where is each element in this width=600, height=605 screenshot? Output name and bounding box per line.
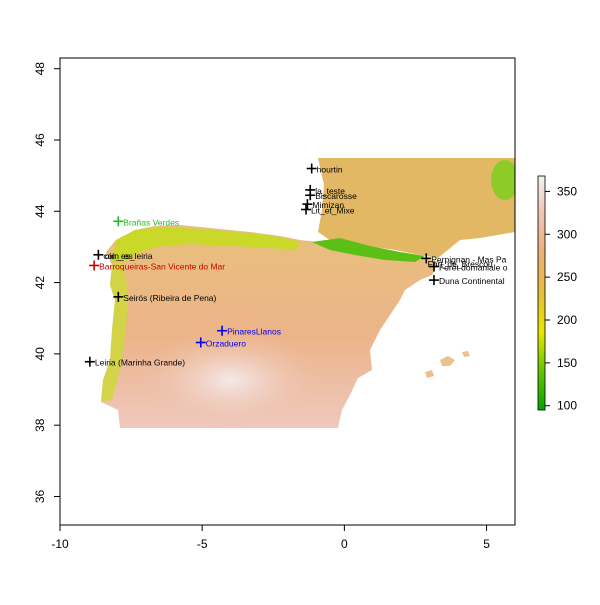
site-label: Perpignan - Mas Pa	[431, 254, 506, 264]
y-tick-label: 40	[33, 347, 47, 361]
pyrenees	[312, 238, 425, 262]
site-marker	[428, 261, 439, 272]
color-legend: 100 150 200 250 300 350	[537, 175, 577, 413]
legend-tick-label: 250	[557, 270, 577, 284]
site-marker	[421, 253, 432, 264]
site-label: Barroqueiras-San Vicente do Mar	[99, 261, 225, 271]
site-label: Leiria (Marinha Grande)	[95, 358, 185, 368]
y-tick-label: 46	[33, 133, 47, 147]
legend-tick-label: 200	[557, 313, 577, 327]
x-tick-label: 5	[483, 537, 490, 551]
site-marker	[306, 163, 317, 174]
site-marker	[428, 275, 439, 286]
x-axis: -10 -5 0 5	[51, 524, 490, 551]
legend-tick-label: 150	[557, 356, 577, 370]
y-tick-label: 48	[33, 62, 47, 76]
site-label: Lit_et_Mixe	[311, 206, 355, 216]
site-marker	[89, 260, 100, 271]
site-label: Orzaduero	[206, 338, 246, 348]
x-tick-label: -5	[197, 537, 208, 551]
meseta-highlight	[140, 330, 320, 430]
balearic-islands	[425, 351, 470, 378]
location-markers: hourtin la_testeBiscarosseMimizanLit_et_M…	[84, 163, 508, 368]
y-axis: 36 38 40 42 44 46 48	[33, 62, 61, 503]
france-land	[318, 158, 515, 258]
y-tick-label: 44	[33, 204, 47, 218]
site-label: Seirós (Ribeira de Pena)	[123, 293, 216, 303]
site-marker	[195, 337, 206, 348]
site-marker	[113, 216, 124, 227]
site-marker	[217, 325, 228, 336]
site-label-overlap: oin_es_leiria	[105, 251, 153, 261]
massif-central	[491, 160, 515, 200]
legend-tick-label: 300	[557, 227, 577, 241]
site-marker	[305, 190, 316, 201]
x-tick-label: -10	[51, 537, 69, 551]
legend-tick-label: 100	[557, 399, 577, 413]
site-marker	[84, 356, 95, 367]
legend-tick-label: 350	[557, 184, 577, 198]
site-label: hourtin	[317, 165, 343, 175]
site-marker	[300, 204, 311, 215]
site-label: Forêt domaniale o	[439, 263, 508, 273]
site-label: Biscarosse	[315, 191, 357, 201]
site-label: Mimizan	[312, 200, 344, 210]
site-label: coin_es	[103, 251, 132, 261]
site-marker	[302, 199, 313, 210]
elevation-raster	[101, 158, 515, 430]
site-label: PinaresLlanos	[227, 327, 281, 337]
cantabrian-band	[112, 227, 300, 262]
y-tick-label: 42	[33, 276, 47, 290]
site-label-overlap: Fort_de_Brescou	[428, 259, 493, 269]
site-marker	[113, 291, 124, 302]
x-tick-label: 0	[341, 537, 348, 551]
site-label: la_teste	[315, 186, 345, 196]
site-label: Brañas Verdes	[123, 217, 179, 227]
y-tick-label: 38	[33, 418, 47, 432]
legend-colorbar	[537, 175, 546, 411]
y-tick-label: 36	[33, 489, 47, 503]
site-label: Duna Continental	[439, 276, 505, 286]
site-marker	[93, 249, 104, 260]
